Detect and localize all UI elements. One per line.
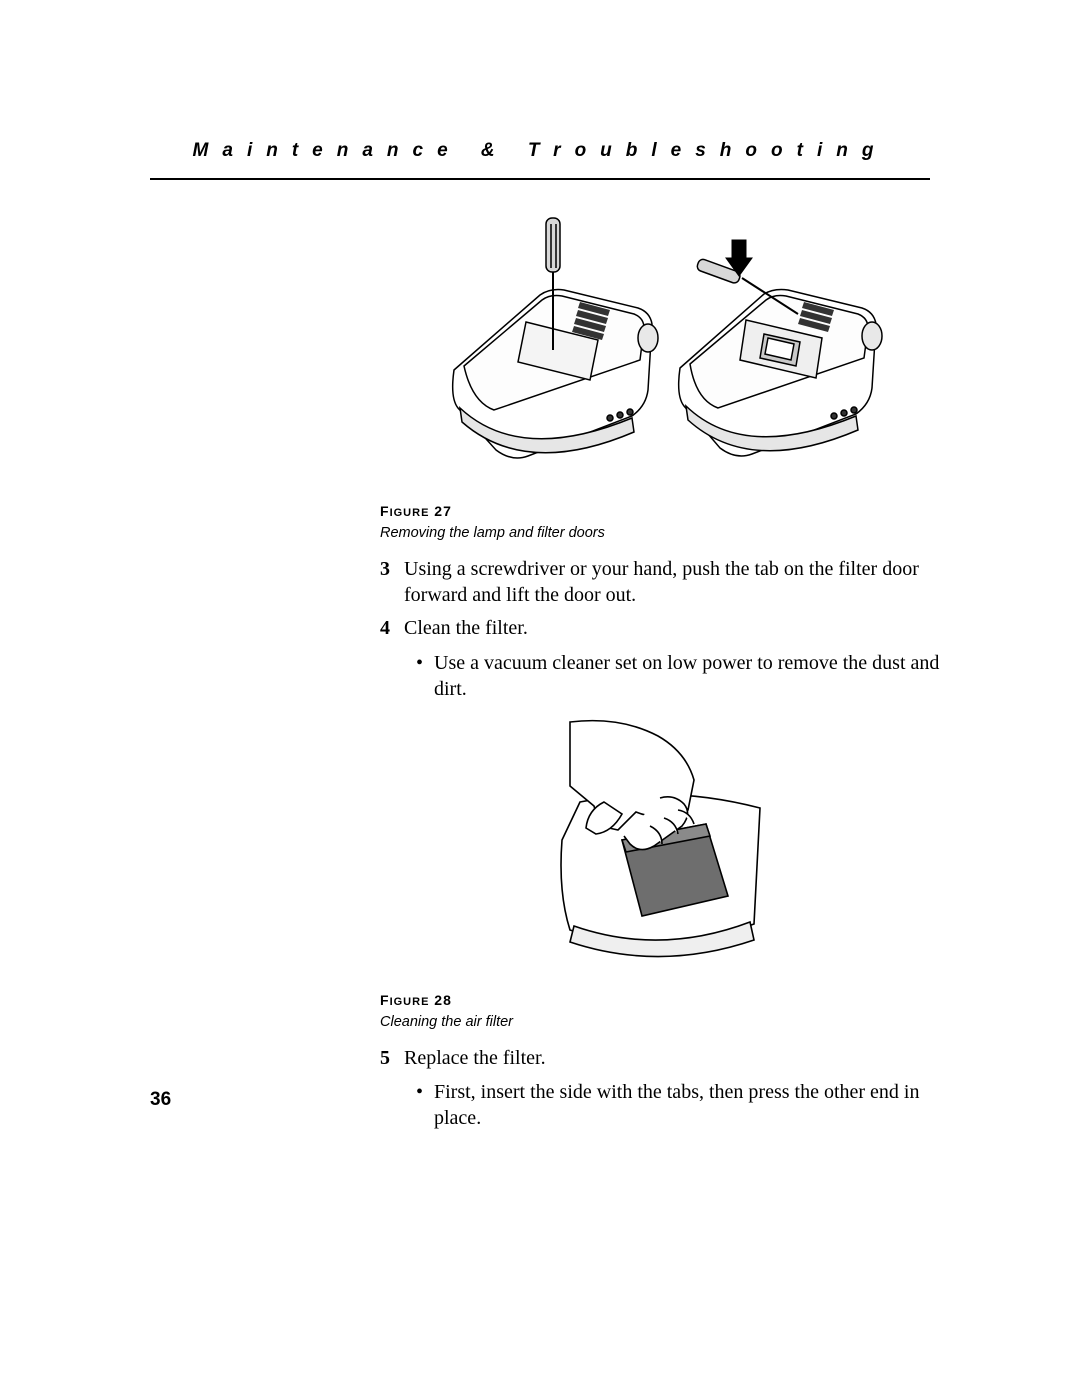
step-4-sub-text: Use a vacuum cleaner set on low power to… xyxy=(434,650,940,702)
step-5-text: Replace the filter. xyxy=(404,1046,940,1072)
page: Maintenance & Troubleshooting xyxy=(0,0,1080,1397)
page-number: 36 xyxy=(150,1089,171,1111)
running-head: Maintenance & Troubleshooting xyxy=(150,140,930,162)
step-4-sub-bullet: • xyxy=(416,650,434,702)
figure-27-label-rest: IGURE xyxy=(390,507,430,519)
step-5-sub-text: First, insert the side with the tabs, th… xyxy=(434,1079,940,1131)
figure-28-illustration xyxy=(510,716,810,976)
figure-28-label-prefix: F xyxy=(380,992,390,1008)
figure-27-illustration xyxy=(430,210,890,485)
header-rule xyxy=(150,178,930,180)
step-5-sub-bullet: • xyxy=(416,1079,434,1131)
step-4-number: 4 xyxy=(380,616,404,642)
figure-27-label: FIGURE 27 xyxy=(380,503,940,519)
figure-28-caption: Cleaning the air filter xyxy=(380,1014,940,1030)
figure-27-label-prefix: F xyxy=(380,503,390,519)
step-4-text: Clean the filter. xyxy=(404,616,940,642)
step-5-sub: • First, insert the side with the tabs, … xyxy=(416,1079,940,1131)
figure-27-number: 27 xyxy=(434,503,452,519)
figure-28-label: FIGURE 28 xyxy=(380,992,940,1008)
step-3-number: 3 xyxy=(380,557,404,608)
figure-27-caption: Removing the lamp and filter doors xyxy=(380,525,940,541)
step-4-sub: • Use a vacuum cleaner set on low power … xyxy=(416,650,940,702)
step-4: 4 Clean the filter. xyxy=(380,616,940,642)
step-3: 3 Using a screwdriver or your hand, push… xyxy=(380,557,940,608)
step-5: 5 Replace the filter. xyxy=(380,1046,940,1072)
figure-28-label-rest: IGURE xyxy=(390,996,430,1008)
step-3-text: Using a screwdriver or your hand, push t… xyxy=(404,557,940,608)
content-column: FIGURE 27 Removing the lamp and filter d… xyxy=(380,210,940,1131)
figure-28-number: 28 xyxy=(434,992,452,1008)
step-5-number: 5 xyxy=(380,1046,404,1072)
